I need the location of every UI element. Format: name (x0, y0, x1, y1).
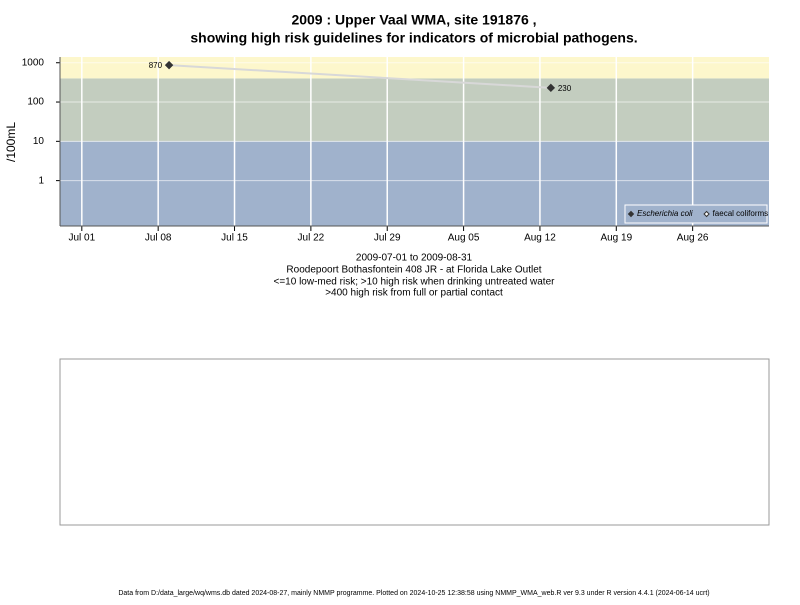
risk-band (60, 78, 769, 142)
x-tick-label: Jul 01 (68, 233, 95, 244)
data-label: 230 (558, 84, 572, 93)
risk-band (60, 57, 769, 79)
x-tick-label: Aug 12 (524, 233, 556, 244)
subtitle: 2009-07-01 to 2009-08-31 (356, 253, 473, 264)
x-tick-label: Jul 29 (374, 233, 401, 244)
subtitle: <=10 low-med risk; >10 high risk when dr… (274, 277, 556, 288)
subtitle: Roodepoort Bothasfontein 408 JR - at Flo… (286, 265, 541, 276)
legend-marker (627, 210, 635, 218)
x-tick-label: Aug 05 (448, 233, 480, 244)
y-axis-label: /100mL (4, 122, 18, 162)
legend-box (624, 204, 768, 224)
empty-panel (59, 358, 770, 526)
y-tick-label: 10 (33, 136, 45, 147)
data-label: 870 (149, 61, 163, 70)
legend-label: Escherichia coli (637, 209, 693, 218)
y-tick-label: 1000 (22, 57, 45, 68)
legend-marker (703, 210, 710, 218)
legend-label: faecal coliforms (713, 209, 769, 218)
x-tick-label: Jul 08 (145, 233, 172, 244)
chart-title: showing high risk guidelines for indicat… (190, 30, 637, 46)
series-line (169, 64, 551, 89)
x-tick-label: Jul 15 (221, 233, 248, 244)
x-tick-label: Jul 22 (298, 233, 325, 244)
x-tick-label: Aug 26 (677, 233, 709, 244)
data-point (164, 60, 174, 70)
y-tick-label: 100 (27, 97, 44, 108)
subtitle: >400 high risk from full or partial cont… (325, 288, 503, 299)
data-point (546, 83, 556, 93)
chart-title: 2009 : Upper Vaal WMA, site 191876 , (291, 12, 536, 28)
y-tick-label: 1 (38, 175, 44, 186)
footer: Data from D:/data_large/wq/wms.db dated … (118, 590, 709, 597)
x-tick-label: Aug 19 (600, 233, 632, 244)
